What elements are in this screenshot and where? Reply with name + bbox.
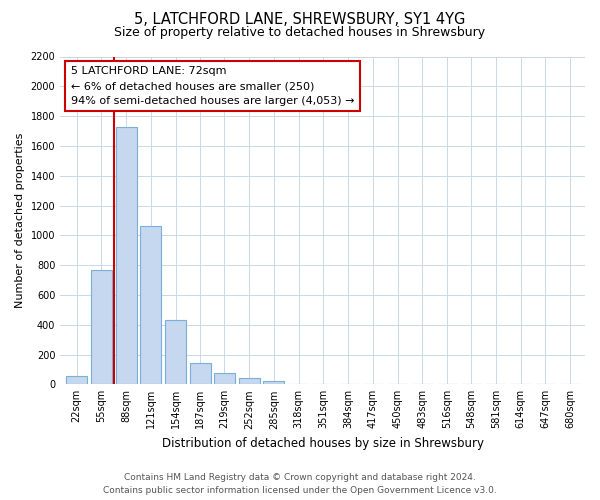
Bar xyxy=(214,372,235,384)
Text: Size of property relative to detached houses in Shrewsbury: Size of property relative to detached ho… xyxy=(115,26,485,39)
Bar xyxy=(239,378,260,384)
Bar xyxy=(91,270,112,384)
Bar xyxy=(116,126,137,384)
Bar xyxy=(263,380,284,384)
Bar xyxy=(140,226,161,384)
X-axis label: Distribution of detached houses by size in Shrewsbury: Distribution of detached houses by size … xyxy=(161,437,484,450)
Y-axis label: Number of detached properties: Number of detached properties xyxy=(15,132,25,308)
Text: 5 LATCHFORD LANE: 72sqm
← 6% of detached houses are smaller (250)
94% of semi-de: 5 LATCHFORD LANE: 72sqm ← 6% of detached… xyxy=(71,66,354,106)
Bar xyxy=(165,320,186,384)
Text: 5, LATCHFORD LANE, SHREWSBURY, SY1 4YG: 5, LATCHFORD LANE, SHREWSBURY, SY1 4YG xyxy=(134,12,466,28)
Bar xyxy=(190,362,211,384)
Bar xyxy=(66,376,87,384)
Text: Contains HM Land Registry data © Crown copyright and database right 2024.
Contai: Contains HM Land Registry data © Crown c… xyxy=(103,473,497,495)
